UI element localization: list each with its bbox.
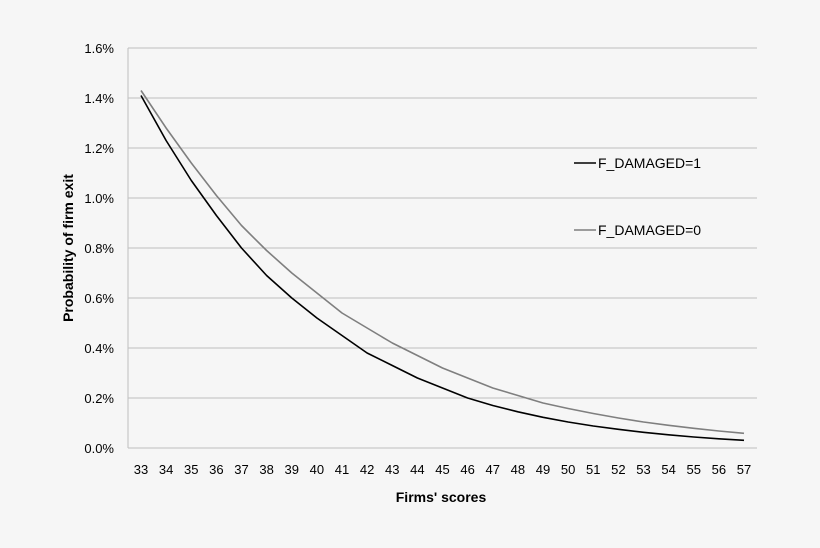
x-tick-label: 56	[712, 462, 726, 477]
x-tick-label: 36	[209, 462, 223, 477]
legend-label: F_DAMAGED=0	[598, 222, 701, 238]
x-tick-label: 45	[435, 462, 449, 477]
x-tick-label: 47	[486, 462, 500, 477]
x-tick-label: 51	[586, 462, 600, 477]
y-tick-label: 0.8%	[84, 241, 114, 256]
legend: F_DAMAGED=1 F_DAMAGED=0	[574, 155, 701, 238]
x-tick-label: 37	[234, 462, 248, 477]
x-tick-label: 46	[460, 462, 474, 477]
x-tick-label: 38	[259, 462, 273, 477]
legend-label: F_DAMAGED=1	[598, 155, 701, 171]
y-tick-labels: 0.0% 0.2% 0.4% 0.6% 0.8% 1.0% 1.2% 1.4% 1.6%	[84, 41, 114, 456]
x-tick-label: 43	[385, 462, 399, 477]
y-tick-label: 0.6%	[84, 291, 114, 306]
x-tick-label: 40	[310, 462, 324, 477]
x-tick-label: 41	[335, 462, 349, 477]
x-tick-labels: 33 34 35 36 37 38 39 40 41 42 43 44 45 46 47 48 49 50 51 52…	[134, 462, 751, 477]
series-line-f-damaged-1	[140, 95, 745, 442]
x-tick-label: 55	[687, 462, 701, 477]
x-tick-label: 52	[611, 462, 625, 477]
x-tick-label: 39	[285, 462, 299, 477]
gridlines	[127, 47, 757, 449]
x-axis-title: Firms' scores	[396, 489, 487, 505]
x-tick-label: 49	[536, 462, 550, 477]
series-line-f-damaged-0	[140, 90, 745, 435]
x-tick-label: 34	[159, 462, 173, 477]
x-tick-label: 35	[184, 462, 198, 477]
y-tick-label: 1.4%	[84, 91, 114, 106]
y-axis-title: Probability of firm exit	[60, 174, 76, 322]
x-tick-label: 54	[661, 462, 675, 477]
x-tick-label: 50	[561, 462, 575, 477]
series-lines	[140, 90, 745, 442]
x-tick-label: 33	[134, 462, 148, 477]
x-tick-label: 44	[410, 462, 424, 477]
x-tick-label: 42	[360, 462, 374, 477]
x-tick-label: 57	[737, 462, 751, 477]
y-tick-label: 1.6%	[84, 41, 114, 56]
y-tick-label: 0.0%	[84, 441, 114, 456]
x-tick-label: 53	[636, 462, 650, 477]
y-tick-label: 1.2%	[84, 141, 114, 156]
x-tick-label: 48	[511, 462, 525, 477]
y-tick-label: 0.4%	[84, 341, 114, 356]
y-tick-label: 0.2%	[84, 391, 114, 406]
y-tick-label: 1.0%	[84, 191, 114, 206]
